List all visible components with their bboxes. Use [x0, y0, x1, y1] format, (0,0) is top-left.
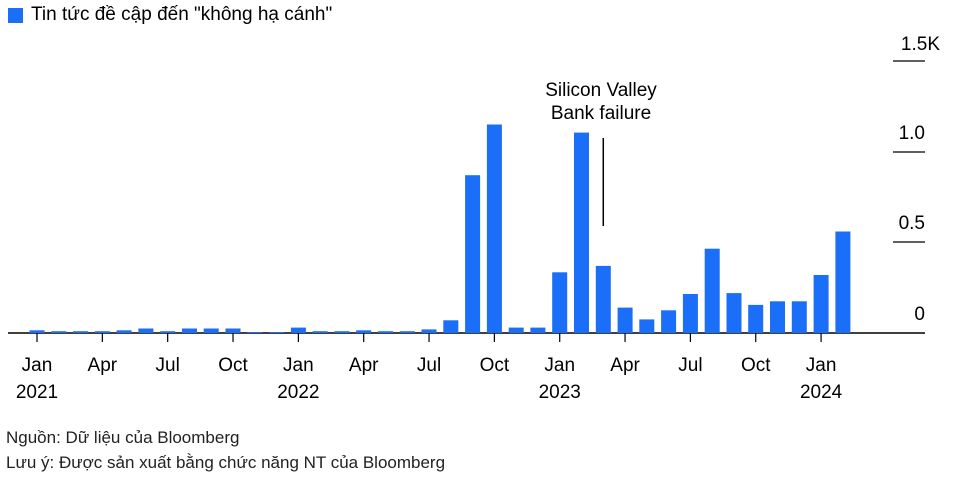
bar-2023-12 [791, 301, 807, 333]
x-tick-label: Jan [544, 355, 575, 376]
x-tick-label: Apr [610, 355, 640, 376]
x-year-label: 2023 [539, 382, 581, 403]
bar-2021-12 [269, 332, 285, 333]
bar-2023-04 [617, 307, 633, 333]
x-tick-label: Oct [218, 355, 248, 376]
legend-label: Tin tức đề cập đến "không hạ cánh" [31, 4, 333, 25]
x-tick-label: Oct [741, 355, 771, 376]
bar-2023-02 [574, 132, 589, 333]
y-tick-label: 1.5K [901, 34, 940, 55]
annotation-text-line1: Silicon Valley [545, 80, 657, 101]
bar-2022-06 [399, 331, 415, 333]
x-year-label: 2021 [16, 382, 58, 403]
svb-annotation: Silicon Valley Bank failure [545, 80, 657, 226]
bar-2021-01 [29, 330, 45, 333]
bar-2023-08 [704, 248, 720, 333]
bar-2021-05 [116, 330, 132, 333]
bar-2023-06 [661, 310, 677, 333]
bar-2021-04 [94, 331, 110, 333]
x-tick-label: Jan [806, 355, 837, 376]
bar-2023-05 [639, 319, 655, 333]
x-year-label: 2022 [277, 382, 319, 403]
bar-2021-08 [182, 328, 197, 333]
bar-2023-03 [595, 265, 611, 333]
x-tick-label: Oct [480, 355, 510, 376]
bar-2024-01 [813, 275, 829, 333]
bar-2023-09 [726, 293, 742, 333]
x-tick-label: Jan [283, 355, 314, 376]
bar-2022-05 [378, 331, 393, 333]
x-tick-label: Apr [349, 355, 379, 376]
legend-swatch [8, 7, 23, 23]
bar-2022-04 [356, 330, 372, 333]
bar-2021-03 [73, 331, 89, 333]
y-axis: 1.5K 1.0 0.5 0 [893, 34, 940, 325]
x-tick-label: Jan [22, 355, 53, 376]
bar-2022-09 [465, 175, 481, 333]
bar-2022-07 [421, 329, 437, 333]
bar-2022-12 [530, 327, 546, 333]
x-tick-label: Jul [156, 355, 180, 376]
bar-2021-02 [51, 331, 67, 333]
bar-2022-02 [312, 331, 328, 333]
bar-2023-01 [552, 272, 568, 333]
bar-2022-03 [334, 331, 350, 333]
y-tick-label: 0.5 [899, 213, 925, 234]
x-axis: Jan 2021 Apr Jul Oct Jan 2022 Apr Jul Oct Jan 2023 A… [16, 333, 843, 403]
y-tick-label: 1.0 [899, 123, 925, 144]
annotation-text-line2: Bank failure [551, 103, 651, 124]
production-note: Lưu ý: Được sản xuất bằng chức năng NT c… [6, 453, 446, 472]
bar-2021-09 [203, 328, 219, 333]
bar-2023-11 [770, 301, 785, 333]
bar-2022-11 [508, 327, 524, 333]
x-tick-label: Jul [417, 355, 441, 376]
bar-2021-06 [138, 328, 154, 333]
chart-legend: Tin tức đề cập đến "không hạ cánh" [8, 4, 332, 26]
bar-2021-10 [225, 328, 241, 333]
bars-group [29, 124, 851, 333]
bar-2021-11 [247, 332, 263, 333]
x-year-label: 2024 [800, 382, 843, 403]
y-tick-label: 0 [914, 304, 925, 325]
bar-2022-08 [443, 320, 459, 333]
bar-2023-07 [682, 294, 698, 333]
bar-2021-07 [160, 331, 176, 333]
bar-2022-10 [486, 124, 502, 333]
bar-2022-01 [290, 327, 306, 333]
source-note: Nguồn: Dữ liệu của Bloomberg [6, 428, 240, 447]
bar-2024-02 [835, 231, 851, 333]
x-tick-label: Apr [88, 355, 118, 376]
bar-2023-10 [748, 304, 764, 333]
x-tick-label: Jul [678, 355, 702, 376]
